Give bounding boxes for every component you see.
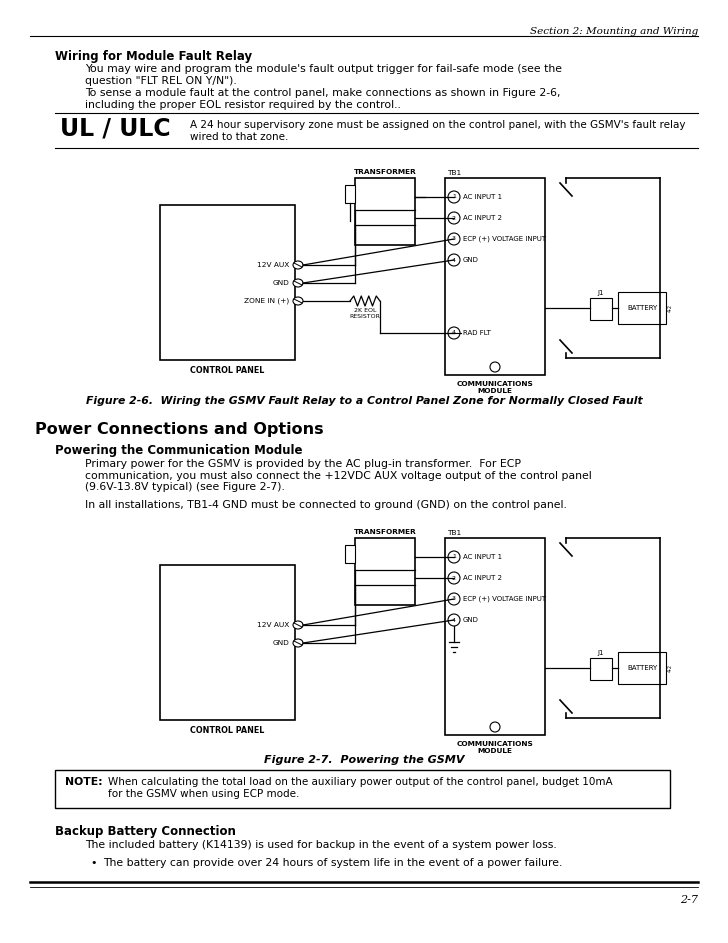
Ellipse shape xyxy=(293,279,303,287)
Text: To sense a module fault at the control panel, make connections as shown in Figur: To sense a module fault at the control p… xyxy=(85,88,561,109)
Text: ZONE IN (+): ZONE IN (+) xyxy=(244,298,289,305)
Circle shape xyxy=(448,551,460,563)
Text: The included battery (K14139) is used for backup in the event of a system power : The included battery (K14139) is used fo… xyxy=(85,840,557,850)
Text: UL / ULC: UL / ULC xyxy=(60,116,170,140)
Bar xyxy=(445,538,545,735)
Text: TRANSFORMER: TRANSFORMER xyxy=(354,529,416,535)
Text: CONTROL PANEL: CONTROL PANEL xyxy=(190,726,265,735)
Text: 4: 4 xyxy=(452,257,456,262)
Text: In all installations, TB1-4 GND must be connected to ground (GND) on the control: In all installations, TB1-4 GND must be … xyxy=(85,500,567,510)
Text: AC INPUT 2: AC INPUT 2 xyxy=(463,575,502,581)
Circle shape xyxy=(490,362,500,372)
Circle shape xyxy=(490,722,500,732)
Circle shape xyxy=(448,572,460,584)
Text: 2K EOL
RESISTOR: 2K EOL RESISTOR xyxy=(349,308,381,319)
Text: ECP (+) VOLTAGE INPUT: ECP (+) VOLTAGE INPUT xyxy=(463,236,546,242)
Bar xyxy=(590,298,612,320)
Text: Backup Battery Connection: Backup Battery Connection xyxy=(55,825,236,838)
Text: 4-2: 4-2 xyxy=(668,304,673,312)
Bar xyxy=(445,178,545,375)
Bar xyxy=(55,770,670,808)
Bar xyxy=(160,205,295,360)
Text: TRANSFORMER: TRANSFORMER xyxy=(354,169,416,175)
Text: COMMUNICATIONS
MODULE: COMMUNICATIONS MODULE xyxy=(456,381,534,394)
Bar xyxy=(345,185,355,203)
Text: NOTE:: NOTE: xyxy=(65,777,103,787)
Ellipse shape xyxy=(293,261,303,269)
Circle shape xyxy=(448,254,460,266)
Text: When calculating the total load on the auxiliary power output of the control pan: When calculating the total load on the a… xyxy=(108,777,613,799)
Bar xyxy=(345,545,355,563)
Text: AC INPUT 1: AC INPUT 1 xyxy=(463,554,502,560)
Text: Wiring for Module Fault Relay: Wiring for Module Fault Relay xyxy=(55,50,252,63)
Text: Figure 2-6.  Wiring the GSMV Fault Relay to a Control Panel Zone for Normally Cl: Figure 2-6. Wiring the GSMV Fault Relay … xyxy=(86,396,642,406)
Circle shape xyxy=(448,233,460,245)
Ellipse shape xyxy=(293,639,303,647)
Text: 4: 4 xyxy=(452,618,456,622)
Circle shape xyxy=(448,212,460,224)
Text: GND: GND xyxy=(463,617,479,623)
Text: 1: 1 xyxy=(452,194,456,200)
Text: TB1: TB1 xyxy=(447,170,462,176)
Text: 1: 1 xyxy=(452,554,456,559)
Text: RAD FLT: RAD FLT xyxy=(463,330,491,336)
Text: Primary power for the GSMV is provided by the AC plug-in transformer.  For ECP
c: Primary power for the GSMV is provided b… xyxy=(85,459,592,492)
Text: GND: GND xyxy=(272,640,289,646)
Text: Power Connections and Options: Power Connections and Options xyxy=(35,422,324,437)
Text: 12V AUX: 12V AUX xyxy=(257,262,289,268)
Text: A 24 hour supervisory zone must be assigned on the control panel, with the GSMV': A 24 hour supervisory zone must be assig… xyxy=(190,120,686,141)
Bar xyxy=(618,292,666,324)
Text: 12V AUX: 12V AUX xyxy=(257,622,289,628)
Bar xyxy=(160,565,295,720)
Text: 4: 4 xyxy=(452,330,456,336)
Text: Powering the Communication Module: Powering the Communication Module xyxy=(55,444,303,457)
Text: AC INPUT 1: AC INPUT 1 xyxy=(463,194,502,200)
Text: J1: J1 xyxy=(598,650,604,656)
Text: 3: 3 xyxy=(452,237,456,241)
Ellipse shape xyxy=(293,297,303,305)
Text: GND: GND xyxy=(272,280,289,286)
Text: 2: 2 xyxy=(452,216,456,221)
Text: •: • xyxy=(90,858,97,868)
Circle shape xyxy=(448,593,460,605)
Text: 4-2: 4-2 xyxy=(668,664,673,672)
Circle shape xyxy=(448,614,460,626)
Text: Section 2: Mounting and Wiring: Section 2: Mounting and Wiring xyxy=(530,27,698,36)
Text: Figure 2-7.  Powering the GSMV: Figure 2-7. Powering the GSMV xyxy=(264,755,464,765)
Bar xyxy=(355,538,415,605)
Text: 2-7: 2-7 xyxy=(680,895,698,905)
Text: BATTERY: BATTERY xyxy=(627,305,657,311)
Text: 2: 2 xyxy=(452,575,456,581)
Ellipse shape xyxy=(293,621,303,629)
Text: CONTROL PANEL: CONTROL PANEL xyxy=(190,366,265,375)
Text: COMMUNICATIONS
MODULE: COMMUNICATIONS MODULE xyxy=(456,741,534,754)
Text: GND: GND xyxy=(463,257,479,263)
Text: You may wire and program the module's fault output trigger for fail-safe mode (s: You may wire and program the module's fa… xyxy=(85,64,562,86)
Text: BATTERY: BATTERY xyxy=(627,665,657,671)
Circle shape xyxy=(448,327,460,339)
Text: 3: 3 xyxy=(452,597,456,602)
Bar xyxy=(618,652,666,684)
Text: AC INPUT 2: AC INPUT 2 xyxy=(463,215,502,221)
Circle shape xyxy=(448,191,460,203)
Text: ECP (+) VOLTAGE INPUT: ECP (+) VOLTAGE INPUT xyxy=(463,596,546,603)
Text: TB1: TB1 xyxy=(447,530,462,536)
Text: J1: J1 xyxy=(598,290,604,296)
Text: The battery can provide over 24 hours of system life in the event of a power fai: The battery can provide over 24 hours of… xyxy=(103,858,562,868)
Bar xyxy=(355,178,415,245)
Bar xyxy=(590,658,612,680)
